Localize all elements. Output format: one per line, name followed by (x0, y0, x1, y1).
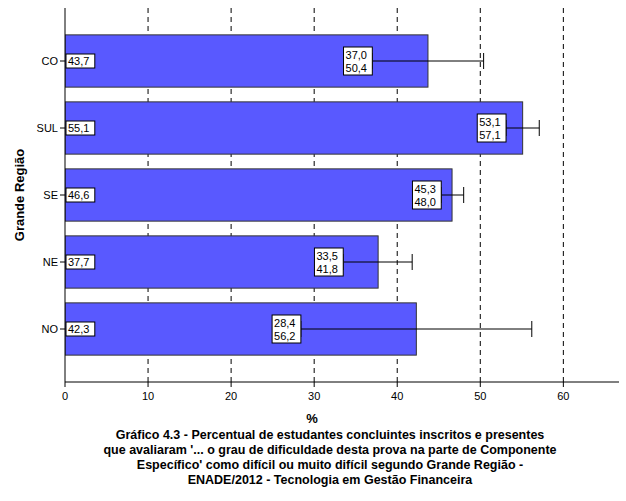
error-cap (531, 321, 532, 337)
data-label: 42,3 (68, 323, 89, 335)
title-line: Gráfico 4.3 - Percentual de estudantes c… (116, 428, 545, 442)
tick-label: SUL (37, 122, 58, 134)
grid-line (480, 8, 481, 382)
plot-area (65, 35, 539, 355)
error-label: 50,4 (346, 62, 367, 74)
error-label-box (412, 181, 441, 209)
tick-label: 20 (225, 390, 237, 402)
data-label: 55,1 (68, 122, 89, 134)
error-bar (372, 53, 483, 69)
title: Gráfico 4.3 - Percentual de estudantes c… (103, 428, 556, 487)
data-label: 46,6 (68, 189, 89, 201)
error-label: 57,1 (479, 129, 500, 141)
error-line (343, 262, 412, 263)
tick-label: SE (43, 189, 58, 201)
error-line (301, 329, 532, 330)
grid-line (563, 8, 564, 382)
chart: 0 10 20 30 40 50 60 CO SUL SE NE NO 43,7 37,050,4 55,1… (0, 0, 626, 501)
error-line (506, 128, 539, 129)
error-bar (301, 321, 532, 337)
error-label: 56,2 (274, 330, 295, 342)
tick (65, 382, 66, 387)
error-label-box (477, 114, 506, 142)
tick (60, 61, 65, 62)
tick-label: NE (43, 256, 58, 268)
data-label-box (66, 54, 95, 68)
tick-label: NO (42, 323, 59, 335)
tick (314, 382, 315, 387)
x-axis-label: % (306, 411, 318, 426)
error-cap (483, 53, 484, 69)
error-label: 45,3 (414, 183, 435, 195)
title-line: Específico' como difícil ou muito difíci… (137, 458, 523, 472)
error-line (372, 61, 483, 62)
error-label-box (272, 315, 301, 343)
error-bar (441, 187, 463, 203)
tick-label: 10 (142, 390, 154, 402)
title-line: ENADE/2012 - Tecnologia em Gestão Financ… (188, 473, 474, 487)
error-label-box (314, 248, 343, 276)
error-line (441, 195, 463, 196)
error-bar (506, 120, 539, 136)
tick-label: 0 (62, 390, 68, 402)
error-label: 28,4 (274, 317, 295, 329)
error-label: 33,5 (316, 250, 337, 262)
data-label-box (66, 322, 95, 336)
tick (480, 382, 481, 387)
bar (65, 102, 523, 154)
data-label-box (66, 121, 95, 135)
data-label-box (66, 188, 95, 202)
title-line: que avaliaram '... o grau de dificuldade… (103, 443, 556, 457)
data-label-box (66, 255, 95, 269)
error-cap (539, 120, 540, 136)
data-label: 37,7 (68, 256, 89, 268)
bar (65, 169, 452, 221)
tick-label: CO (42, 55, 59, 67)
tick (563, 382, 564, 387)
tick (60, 195, 65, 196)
tick (60, 128, 65, 129)
tick (60, 329, 65, 330)
tick (60, 262, 65, 263)
error-label: 48,0 (414, 196, 435, 208)
tick-label: 40 (391, 390, 403, 402)
tick-label: 50 (474, 390, 486, 402)
tick (148, 382, 149, 387)
error-label: 37,0 (346, 49, 367, 61)
tick (397, 382, 398, 387)
y-axis-label: Grande Região (12, 149, 27, 242)
data-label: 43,7 (68, 55, 89, 67)
error-bar (343, 254, 412, 270)
error-cap (463, 187, 464, 203)
tick-label: 60 (557, 390, 569, 402)
error-label-box (344, 47, 373, 75)
error-cap (412, 254, 413, 270)
bar (65, 236, 378, 288)
error-label: 53,1 (479, 116, 500, 128)
tick-label: 30 (308, 390, 320, 402)
tick (231, 382, 232, 387)
error-label: 41,8 (316, 263, 337, 275)
